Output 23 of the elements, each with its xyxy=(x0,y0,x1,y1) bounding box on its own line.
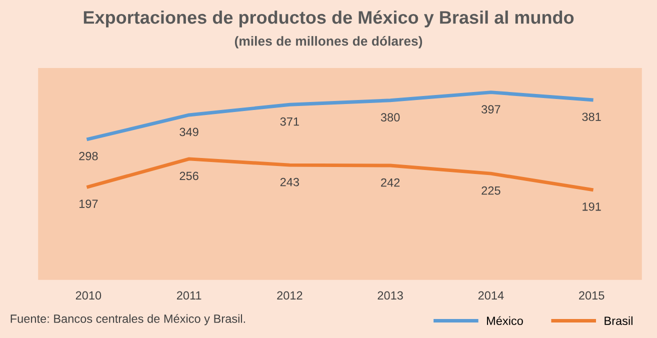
data-label: 197 xyxy=(79,200,98,208)
data-label: 298 xyxy=(79,152,98,160)
x-tick-label: 2010 xyxy=(76,291,102,300)
source-note: Fuente: Bancos centrales de México y Brasil. xyxy=(10,314,245,326)
data-label: 256 xyxy=(180,172,198,180)
legend-label: México xyxy=(487,316,523,326)
data-label: 381 xyxy=(582,112,601,122)
legend-label: Brasil xyxy=(604,316,632,326)
data-label: 349 xyxy=(180,128,198,136)
x-tick-label: 2014 xyxy=(478,291,504,300)
data-label: 380 xyxy=(380,113,400,122)
x-tick-label: 2011 xyxy=(176,291,202,300)
data-label: 371 xyxy=(280,117,299,126)
x-tick-label: 2015 xyxy=(579,291,604,300)
chart-title: Exportaciones de productos de México y Brasil al mundo xyxy=(84,10,574,28)
data-label: 397 xyxy=(482,105,500,114)
data-label: 191 xyxy=(582,202,601,211)
chart-subtitle: (miles de millones de dólares) xyxy=(234,36,422,48)
x-tick-label: 2013 xyxy=(378,291,403,300)
data-label: 243 xyxy=(280,178,300,186)
x-tick-label: 2012 xyxy=(277,291,302,300)
data-label: 242 xyxy=(381,178,400,187)
data-label: 225 xyxy=(482,186,500,195)
